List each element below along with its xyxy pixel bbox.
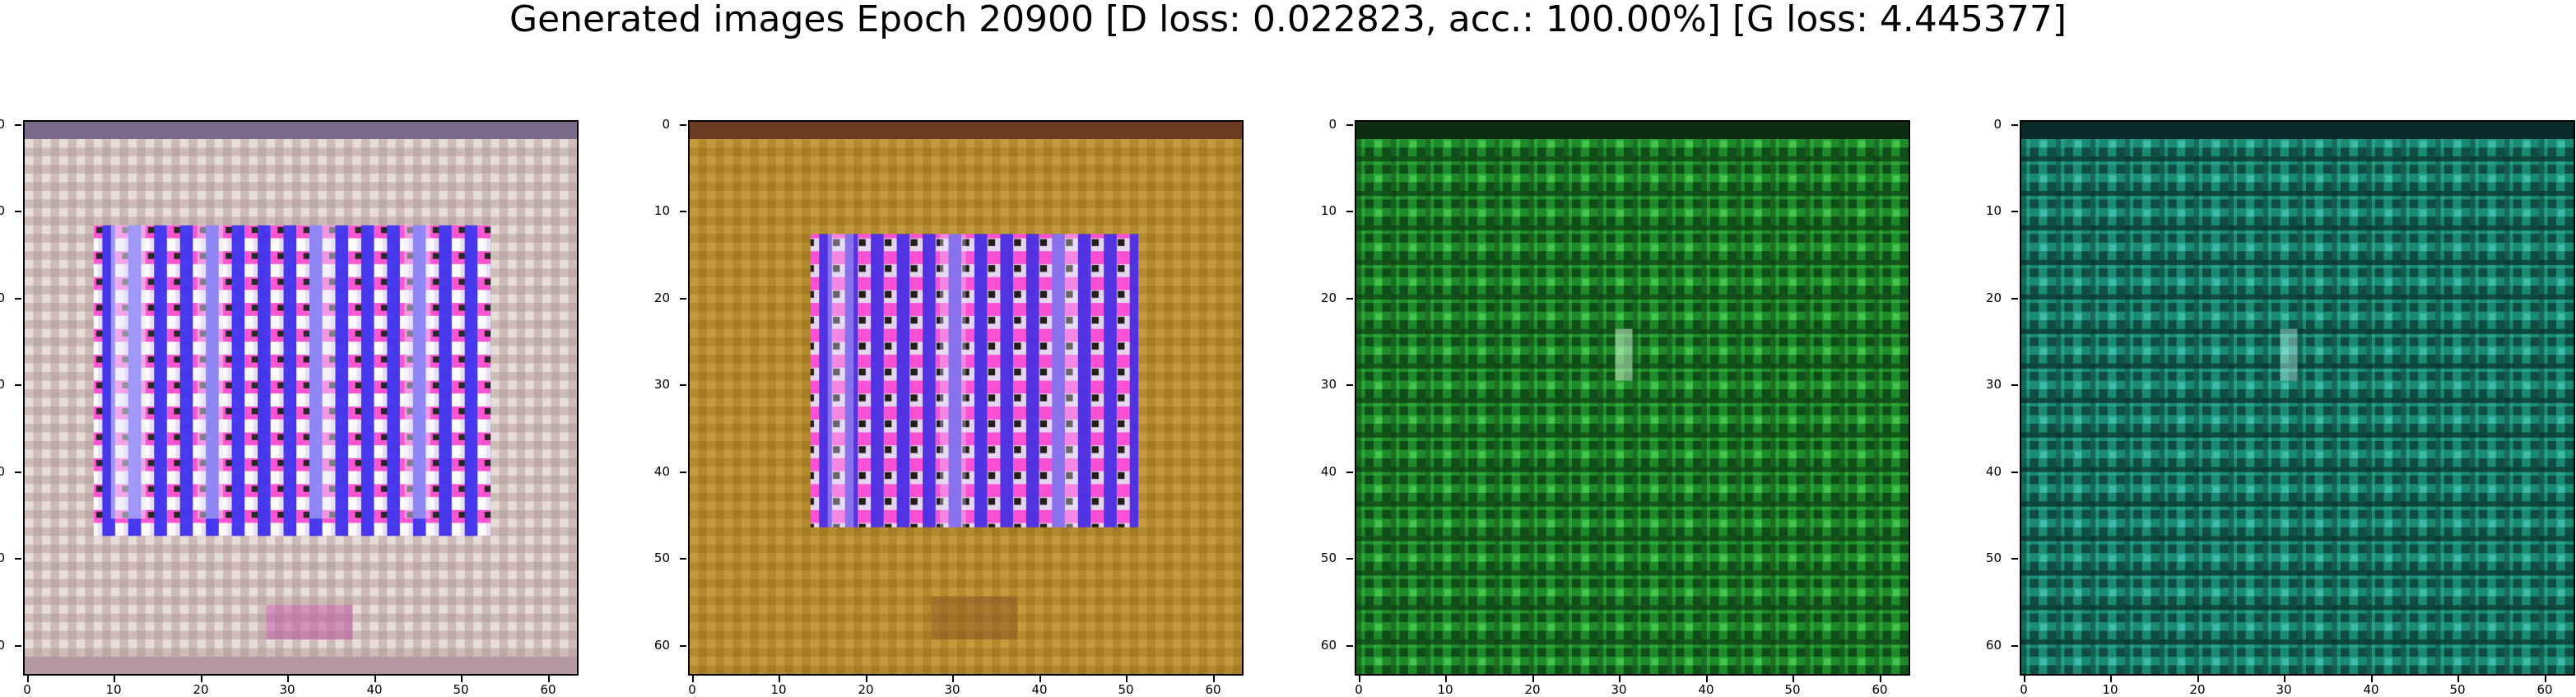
y-tick-60: 60 <box>1985 638 2002 653</box>
y-tick-0: 0 <box>0 117 5 132</box>
image-panel-3: 0 10 20 30 40 50 60 0 10 20 30 40 50 60 <box>1321 118 1910 696</box>
x-tick-30: 30 <box>279 682 295 697</box>
y-tick-30: 30 <box>1320 377 1337 392</box>
x-tick-10: 10 <box>2102 682 2118 697</box>
x-tick-0: 0 <box>688 682 696 697</box>
x-tick-40: 40 <box>366 682 383 697</box>
y-tick-30: 30 <box>1985 377 2002 392</box>
y-tick-60: 60 <box>0 638 5 653</box>
generated-image-1 <box>23 120 579 676</box>
x-tick-30: 30 <box>1611 682 1627 697</box>
y-tick-10: 10 <box>0 203 5 218</box>
image-panel-2: 0 10 20 30 40 50 60 0 10 20 30 40 50 60 <box>654 118 1244 696</box>
y-tick-50: 50 <box>1985 551 2002 565</box>
y-tick-10: 10 <box>1320 203 1337 218</box>
y-tick-30: 30 <box>0 377 5 392</box>
y-tick-20: 20 <box>0 290 5 305</box>
y-tick-20: 20 <box>653 290 670 305</box>
y-tick-10: 10 <box>653 203 670 218</box>
image-panel-1: 0 10 20 30 40 50 60 0 10 20 30 40 50 60 <box>0 118 579 696</box>
y-tick-20: 20 <box>1320 290 1337 305</box>
y-tick-60: 60 <box>653 638 670 653</box>
x-tick-60: 60 <box>1205 682 1221 697</box>
x-tick-10: 10 <box>1437 682 1453 697</box>
x-tick-50: 50 <box>453 682 469 697</box>
y-tick-10: 10 <box>1985 203 2002 218</box>
x-tick-10: 10 <box>105 682 122 697</box>
generated-image-3 <box>1355 120 1910 676</box>
y-tick-50: 50 <box>0 551 5 565</box>
x-tick-20: 20 <box>193 682 209 697</box>
x-tick-0: 0 <box>1355 682 1363 697</box>
y-tick-50: 50 <box>653 551 670 565</box>
y-tick-0: 0 <box>662 117 670 132</box>
x-tick-60: 60 <box>540 682 556 697</box>
y-tick-40: 40 <box>1985 464 2002 479</box>
x-tick-0: 0 <box>23 682 31 697</box>
x-tick-60: 60 <box>2536 682 2553 697</box>
x-tick-20: 20 <box>1524 682 1541 697</box>
y-tick-40: 40 <box>0 464 5 479</box>
x-tick-40: 40 <box>1031 682 1048 697</box>
x-tick-50: 50 <box>1784 682 1801 697</box>
y-tick-30: 30 <box>653 377 670 392</box>
y-tick-60: 60 <box>1320 638 1337 653</box>
image-panel-4: 0 10 20 30 40 50 60 0 10 20 30 40 50 60 <box>1986 118 2575 696</box>
figure-title: Generated images Epoch 20900 [D loss: 0.… <box>509 0 2067 40</box>
x-tick-20: 20 <box>858 682 874 697</box>
x-tick-50: 50 <box>2449 682 2466 697</box>
x-tick-40: 40 <box>1698 682 1714 697</box>
y-tick-0: 0 <box>1993 117 2002 132</box>
x-tick-30: 30 <box>944 682 960 697</box>
y-tick-20: 20 <box>1985 290 2002 305</box>
x-tick-20: 20 <box>2189 682 2206 697</box>
y-tick-40: 40 <box>1320 464 1337 479</box>
x-tick-40: 40 <box>2363 682 2379 697</box>
x-tick-60: 60 <box>1872 682 1888 697</box>
x-tick-10: 10 <box>770 682 787 697</box>
generated-image-4 <box>2020 120 2575 676</box>
x-tick-0: 0 <box>2020 682 2028 697</box>
y-tick-0: 0 <box>1328 117 1337 132</box>
generated-image-2 <box>688 120 1244 676</box>
y-tick-50: 50 <box>1320 551 1337 565</box>
x-tick-50: 50 <box>1118 682 1134 697</box>
x-tick-30: 30 <box>2276 682 2292 697</box>
y-tick-40: 40 <box>653 464 670 479</box>
